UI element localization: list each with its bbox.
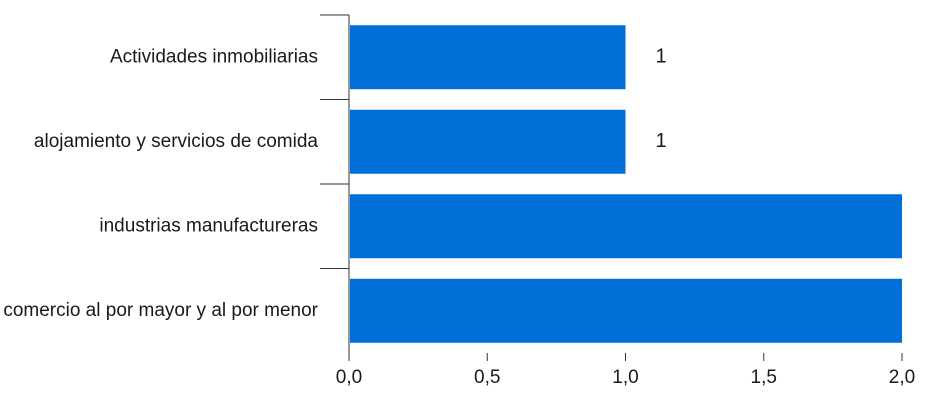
category-label: Actividades inmobiliarias — [110, 46, 318, 67]
data-label: 1 — [656, 130, 667, 152]
x-axis: 0,0 0,5 1,0 1,5 2,0 — [336, 353, 915, 388]
bar — [350, 25, 626, 90]
category-label: comercio al por mayor y al por menor — [3, 300, 318, 321]
bar — [350, 109, 626, 174]
data-label: 1 — [656, 46, 667, 68]
bar — [350, 278, 902, 343]
category-label: alojamiento y servicios de comida — [34, 131, 319, 152]
bars-group — [350, 25, 902, 343]
x-tick-label: 0,0 — [336, 367, 362, 388]
x-tick-label: 1,5 — [751, 367, 777, 388]
bar — [350, 194, 902, 259]
y-axis — [320, 14, 350, 353]
x-tick-label: 0,5 — [474, 367, 500, 388]
x-tick-label: 1,0 — [612, 367, 638, 388]
category-label: industrias manufactureras — [99, 215, 318, 236]
x-tick-label: 2,0 — [889, 367, 915, 388]
category-labels-group: Actividades inmobiliarias alojamiento y s… — [3, 46, 318, 321]
